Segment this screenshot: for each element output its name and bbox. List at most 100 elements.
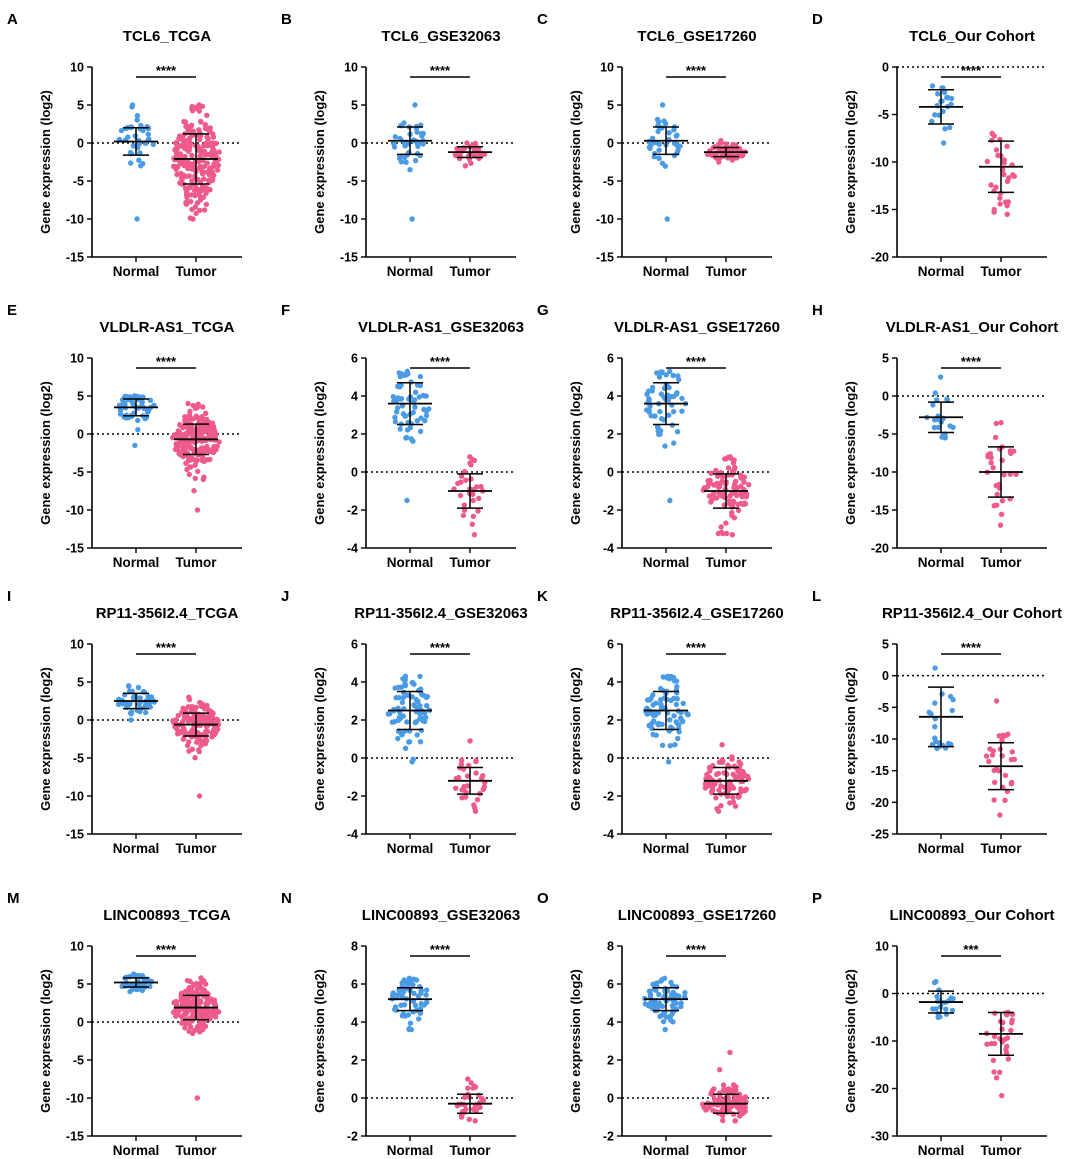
data-point-tumor	[1003, 1050, 1010, 1056]
data-point-tumor	[730, 470, 737, 476]
data-point-tumor	[179, 158, 185, 165]
data-point-normal	[657, 408, 663, 415]
y-tick-label: -10	[340, 213, 358, 227]
data-point-tumor	[473, 757, 479, 764]
data-point-normal	[392, 414, 398, 421]
data-point-tumor	[461, 502, 467, 508]
x-tick-label-normal: Normal	[113, 264, 160, 279]
data-point-tumor	[214, 167, 221, 173]
x-tick-label-tumor: Tumor	[176, 264, 218, 279]
panel-title: TCL6_GSE32063	[381, 28, 500, 45]
data-point-tumor	[190, 456, 196, 463]
data-point-tumor	[194, 200, 201, 206]
data-point-normal	[654, 370, 660, 376]
y-tick-label: -4	[603, 828, 614, 842]
data-point-normal	[130, 694, 137, 700]
y-tick-label: 6	[607, 978, 614, 992]
data-point-tumor	[997, 195, 1003, 201]
y-tick-label: -5	[878, 108, 889, 122]
data-point-normal	[657, 428, 664, 434]
y-tick-label: 0	[351, 137, 358, 151]
data-point-normal	[931, 424, 938, 431]
data-point-tumor	[192, 1027, 198, 1034]
data-point-tumor	[480, 773, 486, 779]
y-tick-label: 2	[607, 428, 614, 442]
data-point-tumor	[204, 728, 211, 735]
data-point-normal	[676, 729, 682, 735]
data-point-tumor	[727, 1049, 733, 1056]
data-point-normal	[138, 163, 144, 169]
y-tick-label: 0	[607, 466, 614, 480]
data-point-tumor	[192, 475, 198, 482]
y-tick-label: -2	[603, 790, 614, 804]
data-point-tumor	[994, 766, 1000, 772]
data-point-tumor	[472, 1084, 479, 1090]
data-point-normal	[674, 683, 680, 690]
y-tick-label: -5	[73, 1054, 84, 1068]
y-tick-label: 6	[607, 638, 614, 652]
data-point-tumor	[460, 512, 467, 519]
data-point-tumor	[1004, 1012, 1010, 1018]
data-point-tumor	[195, 985, 201, 991]
data-point-tumor	[210, 449, 217, 455]
panel-letter: L	[812, 588, 821, 605]
data-point-tumor	[1001, 1036, 1008, 1043]
y-tick-label: 5	[77, 390, 84, 404]
panel-letter: B	[281, 11, 292, 28]
y-tick-label: 2	[607, 1054, 614, 1068]
data-point-tumor	[181, 163, 188, 169]
panel-letter: P	[812, 890, 822, 907]
data-point-normal	[414, 141, 421, 147]
x-tick-label-normal: Normal	[387, 841, 434, 856]
data-point-tumor	[184, 194, 190, 201]
data-point-normal	[406, 1026, 412, 1033]
data-point-normal	[146, 136, 152, 142]
data-point-tumor	[468, 462, 474, 468]
data-point-tumor	[993, 147, 1000, 153]
data-point-tumor	[196, 104, 202, 110]
x-tick-label-normal: Normal	[918, 555, 965, 570]
data-point-normal	[652, 413, 658, 419]
data-point-tumor	[716, 1090, 723, 1096]
y-tick-label: 0	[77, 428, 84, 442]
data-point-tumor	[713, 467, 719, 474]
data-point-tumor	[197, 999, 204, 1005]
data-point-tumor	[983, 753, 990, 759]
data-point-normal	[412, 1002, 419, 1009]
data-point-normal	[678, 1003, 684, 1010]
data-point-normal	[402, 745, 409, 751]
data-point-normal	[663, 372, 669, 378]
data-point-tumor	[185, 704, 192, 710]
data-point-normal	[135, 427, 141, 433]
data-point-normal	[411, 702, 417, 708]
data-point-tumor	[457, 492, 464, 499]
data-point-tumor	[463, 477, 469, 483]
data-point-normal	[668, 979, 674, 986]
data-point-normal	[400, 694, 406, 701]
data-point-normal	[672, 742, 678, 748]
data-point-tumor	[213, 432, 219, 439]
data-point-tumor	[709, 1089, 715, 1095]
panel-title: LINC00893_GSE17260	[618, 907, 776, 924]
data-point-normal	[659, 977, 665, 983]
data-point-tumor	[184, 742, 191, 749]
data-point-normal	[402, 413, 408, 419]
data-point-tumor	[711, 482, 717, 488]
data-point-tumor	[215, 721, 222, 728]
y-axis-label: Gene expression (log2)	[568, 969, 583, 1113]
data-point-normal	[659, 742, 666, 748]
data-point-normal	[417, 673, 423, 680]
data-point-normal	[404, 719, 410, 725]
data-point-tumor	[189, 152, 195, 159]
data-point-normal	[423, 987, 430, 993]
y-tick-label: 4	[351, 1016, 358, 1030]
data-point-tumor	[202, 424, 208, 430]
data-point-normal	[667, 1013, 674, 1019]
data-point-tumor	[988, 182, 994, 188]
panel-letter: I	[7, 588, 11, 605]
y-tick-label: 10	[875, 940, 889, 954]
x-tick-label-normal: Normal	[918, 841, 965, 856]
data-point-tumor	[992, 434, 999, 441]
data-point-tumor	[186, 185, 192, 191]
